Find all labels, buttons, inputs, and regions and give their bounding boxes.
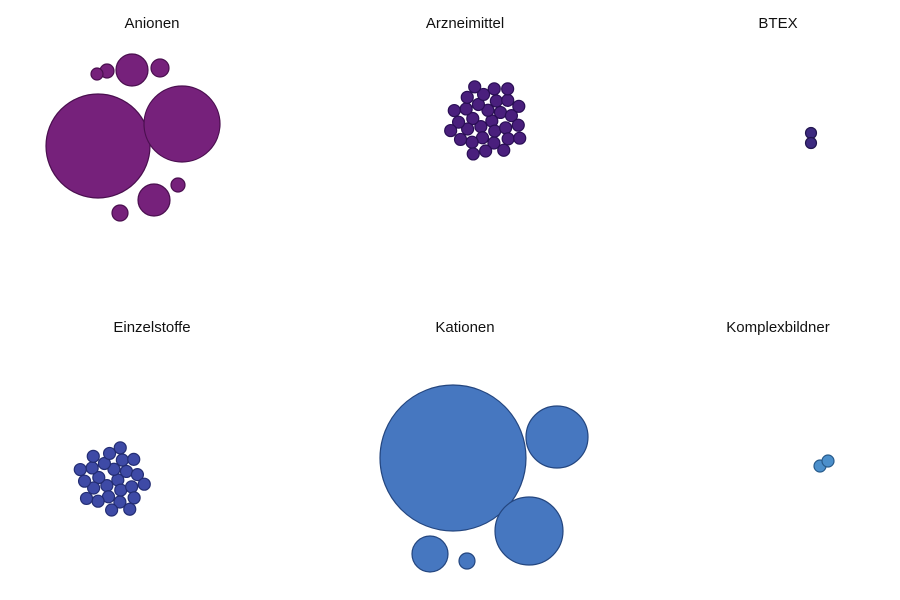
bubble[interactable] bbox=[45, 93, 151, 199]
bubble[interactable] bbox=[460, 90, 474, 104]
bubble[interactable] bbox=[466, 147, 480, 161]
bubble[interactable] bbox=[479, 144, 493, 158]
bubble[interactable] bbox=[125, 480, 139, 494]
panel-title: Einzelstoffe bbox=[113, 319, 190, 336]
bubble[interactable] bbox=[493, 105, 508, 120]
bubble[interactable] bbox=[113, 441, 127, 455]
bubble[interactable] bbox=[115, 453, 129, 467]
bubble[interactable] bbox=[150, 58, 170, 78]
bubble[interactable] bbox=[105, 503, 119, 517]
bubble[interactable] bbox=[513, 131, 527, 145]
bubble[interactable] bbox=[137, 183, 171, 217]
bubble[interactable] bbox=[494, 496, 564, 566]
bubble[interactable] bbox=[476, 87, 491, 102]
panel-title: Kationen bbox=[435, 319, 494, 336]
bubble[interactable] bbox=[77, 474, 92, 488]
panel-anionen: Anionen bbox=[45, 15, 221, 222]
bubble[interactable] bbox=[411, 535, 449, 573]
panel-title: BTEX bbox=[758, 15, 797, 32]
bubble[interactable] bbox=[499, 121, 513, 135]
bubble[interactable] bbox=[137, 477, 151, 491]
bubble[interactable] bbox=[113, 495, 127, 509]
bubble[interactable] bbox=[102, 446, 117, 461]
bubble[interactable] bbox=[130, 468, 145, 482]
bubble[interactable] bbox=[170, 177, 186, 193]
panel-kationen: Kationen bbox=[379, 319, 589, 573]
panel-einzelstoffe: Einzelstoffe bbox=[73, 319, 191, 517]
panel-title: Komplexbildner bbox=[726, 319, 829, 336]
bubble[interactable] bbox=[91, 494, 105, 508]
bubble[interactable] bbox=[459, 102, 473, 116]
bubble[interactable] bbox=[119, 464, 134, 479]
bubble[interactable] bbox=[465, 135, 479, 149]
bubble[interactable] bbox=[73, 462, 87, 477]
bubble[interactable] bbox=[79, 491, 94, 506]
bubble[interactable] bbox=[114, 483, 128, 497]
bubble[interactable] bbox=[512, 99, 526, 113]
bubble[interactable] bbox=[92, 470, 106, 485]
bubble[interactable] bbox=[444, 123, 458, 138]
bubble[interactable] bbox=[453, 132, 468, 147]
bubble[interactable] bbox=[481, 103, 495, 117]
bubble[interactable] bbox=[123, 502, 137, 516]
bubble[interactable] bbox=[804, 126, 818, 140]
bubble[interactable] bbox=[501, 82, 515, 96]
bubble[interactable] bbox=[451, 115, 466, 129]
bubble[interactable] bbox=[497, 143, 511, 157]
bubble[interactable] bbox=[487, 136, 501, 150]
bubble[interactable] bbox=[87, 481, 101, 495]
bubble[interactable] bbox=[143, 85, 221, 163]
panel-arzneimittel: Arzneimittel bbox=[426, 15, 527, 161]
bubble[interactable] bbox=[127, 491, 141, 505]
bubble[interactable] bbox=[489, 94, 503, 108]
bubble[interactable] bbox=[379, 384, 527, 532]
bubble[interactable] bbox=[111, 204, 129, 222]
bubble[interactable] bbox=[525, 405, 589, 469]
bubble[interactable] bbox=[511, 118, 525, 132]
panel-btex: BTEX bbox=[758, 15, 818, 150]
bubble[interactable] bbox=[466, 111, 480, 126]
bubble[interactable] bbox=[458, 552, 476, 570]
panel-title: Anionen bbox=[124, 15, 179, 32]
bubble[interactable] bbox=[115, 53, 149, 87]
bubble[interactable] bbox=[487, 82, 501, 96]
bubble[interactable] bbox=[504, 109, 519, 123]
bubble[interactable] bbox=[488, 124, 502, 138]
bubble[interactable] bbox=[468, 80, 482, 94]
bubble[interactable] bbox=[501, 132, 515, 146]
bubble[interactable] bbox=[821, 454, 835, 468]
bubble[interactable] bbox=[127, 452, 141, 466]
bubble[interactable] bbox=[501, 93, 515, 107]
panel-komplexbildner: Komplexbildner bbox=[726, 319, 835, 473]
bubble[interactable] bbox=[461, 122, 475, 136]
bubble[interactable] bbox=[90, 67, 104, 81]
bubble[interactable] bbox=[86, 449, 100, 463]
bubble[interactable] bbox=[107, 462, 121, 476]
bubble[interactable] bbox=[804, 136, 818, 150]
bubble[interactable] bbox=[85, 461, 99, 475]
panel-title: Arzneimittel bbox=[426, 15, 504, 32]
bubble[interactable] bbox=[447, 103, 461, 118]
